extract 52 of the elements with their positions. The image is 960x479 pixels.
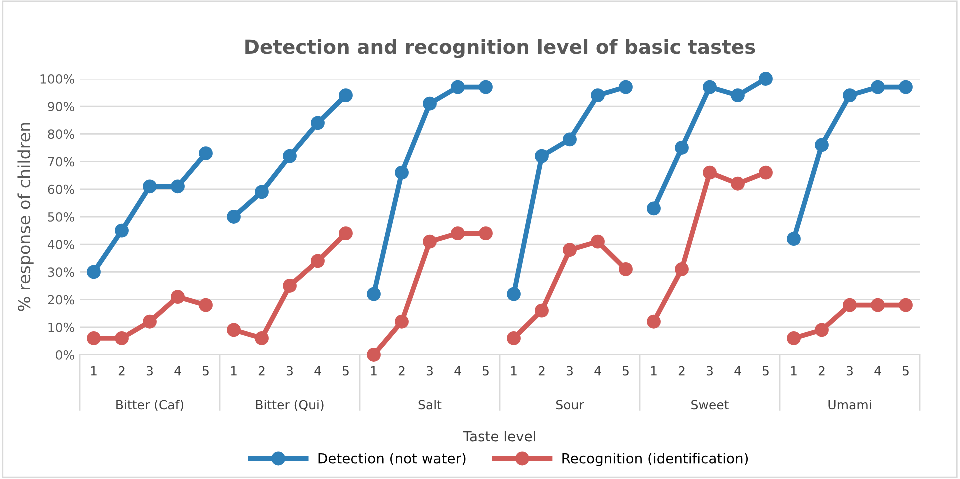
y-tick-label: 40% (48, 240, 74, 250)
x-tick-label: 1 (91, 366, 97, 376)
x-tick-label: 5 (622, 366, 629, 376)
x-axis-title: Taste level (463, 430, 536, 442)
x-tick-label: 1 (651, 366, 657, 376)
x-tick-label: 3 (146, 366, 153, 376)
x-tick-label: 2 (258, 366, 265, 376)
x-tick-label: 2 (538, 366, 545, 376)
x-tick-label: 5 (482, 366, 489, 376)
x-tick-label: 2 (118, 366, 125, 376)
x-tick-label: 1 (511, 366, 517, 376)
x-tick-label: 3 (286, 366, 293, 376)
text: Salt (418, 400, 442, 410)
x-tick-label: 1 (371, 366, 377, 376)
x-tick-label: 4 (874, 366, 882, 376)
x-tick-label: 5 (342, 366, 349, 376)
x-tick-label: 1 (791, 366, 797, 376)
text: Umami (828, 400, 872, 410)
x-tick-label: 5 (902, 366, 909, 376)
y-tick-label: 100% (40, 74, 74, 84)
x-tick-label: 3 (706, 366, 713, 376)
legend-label: Recognition (identification) (562, 453, 748, 466)
x-tick-label: 5 (202, 366, 209, 376)
x-tick-label: 2 (678, 366, 685, 376)
x-tick-label: 2 (818, 366, 825, 376)
y-axis-title: % response of children (18, 123, 34, 312)
y-tick-label: 10% (48, 322, 74, 332)
chart-title: Detection and recognition level of basic tastes (246, 39, 756, 58)
text: Bitter (Caf) (116, 400, 184, 412)
x-tick-label: 4 (314, 366, 322, 376)
x-tick-label: 3 (426, 366, 433, 376)
x-tick-label: 4 (594, 366, 602, 376)
text: Sweet (692, 400, 729, 410)
x-tick-label: 1 (231, 366, 237, 376)
text: Sour (556, 400, 584, 410)
y-tick-label: 60% (48, 184, 74, 194)
y-tick-label: 20% (48, 295, 74, 305)
x-tick-label: 4 (174, 366, 182, 376)
y-tick-label: 90% (48, 102, 74, 112)
y-tick-label: 70% (48, 157, 74, 167)
y-tick-label: 0% (56, 350, 74, 360)
y-tick-label: 50% (48, 212, 74, 222)
x-tick-label: 4 (734, 366, 742, 376)
legend-label: Detection (not water) (318, 453, 466, 466)
x-tick-label: 3 (846, 366, 853, 376)
x-tick-label: 3 (566, 366, 573, 376)
y-tick-label: 80% (48, 130, 74, 140)
x-tick-label: 5 (762, 366, 769, 376)
x-tick-label: 2 (398, 366, 405, 376)
y-tick-label: 30% (48, 268, 74, 278)
text: Bitter (Qui) (256, 400, 324, 412)
x-tick-label: 4 (454, 366, 462, 376)
